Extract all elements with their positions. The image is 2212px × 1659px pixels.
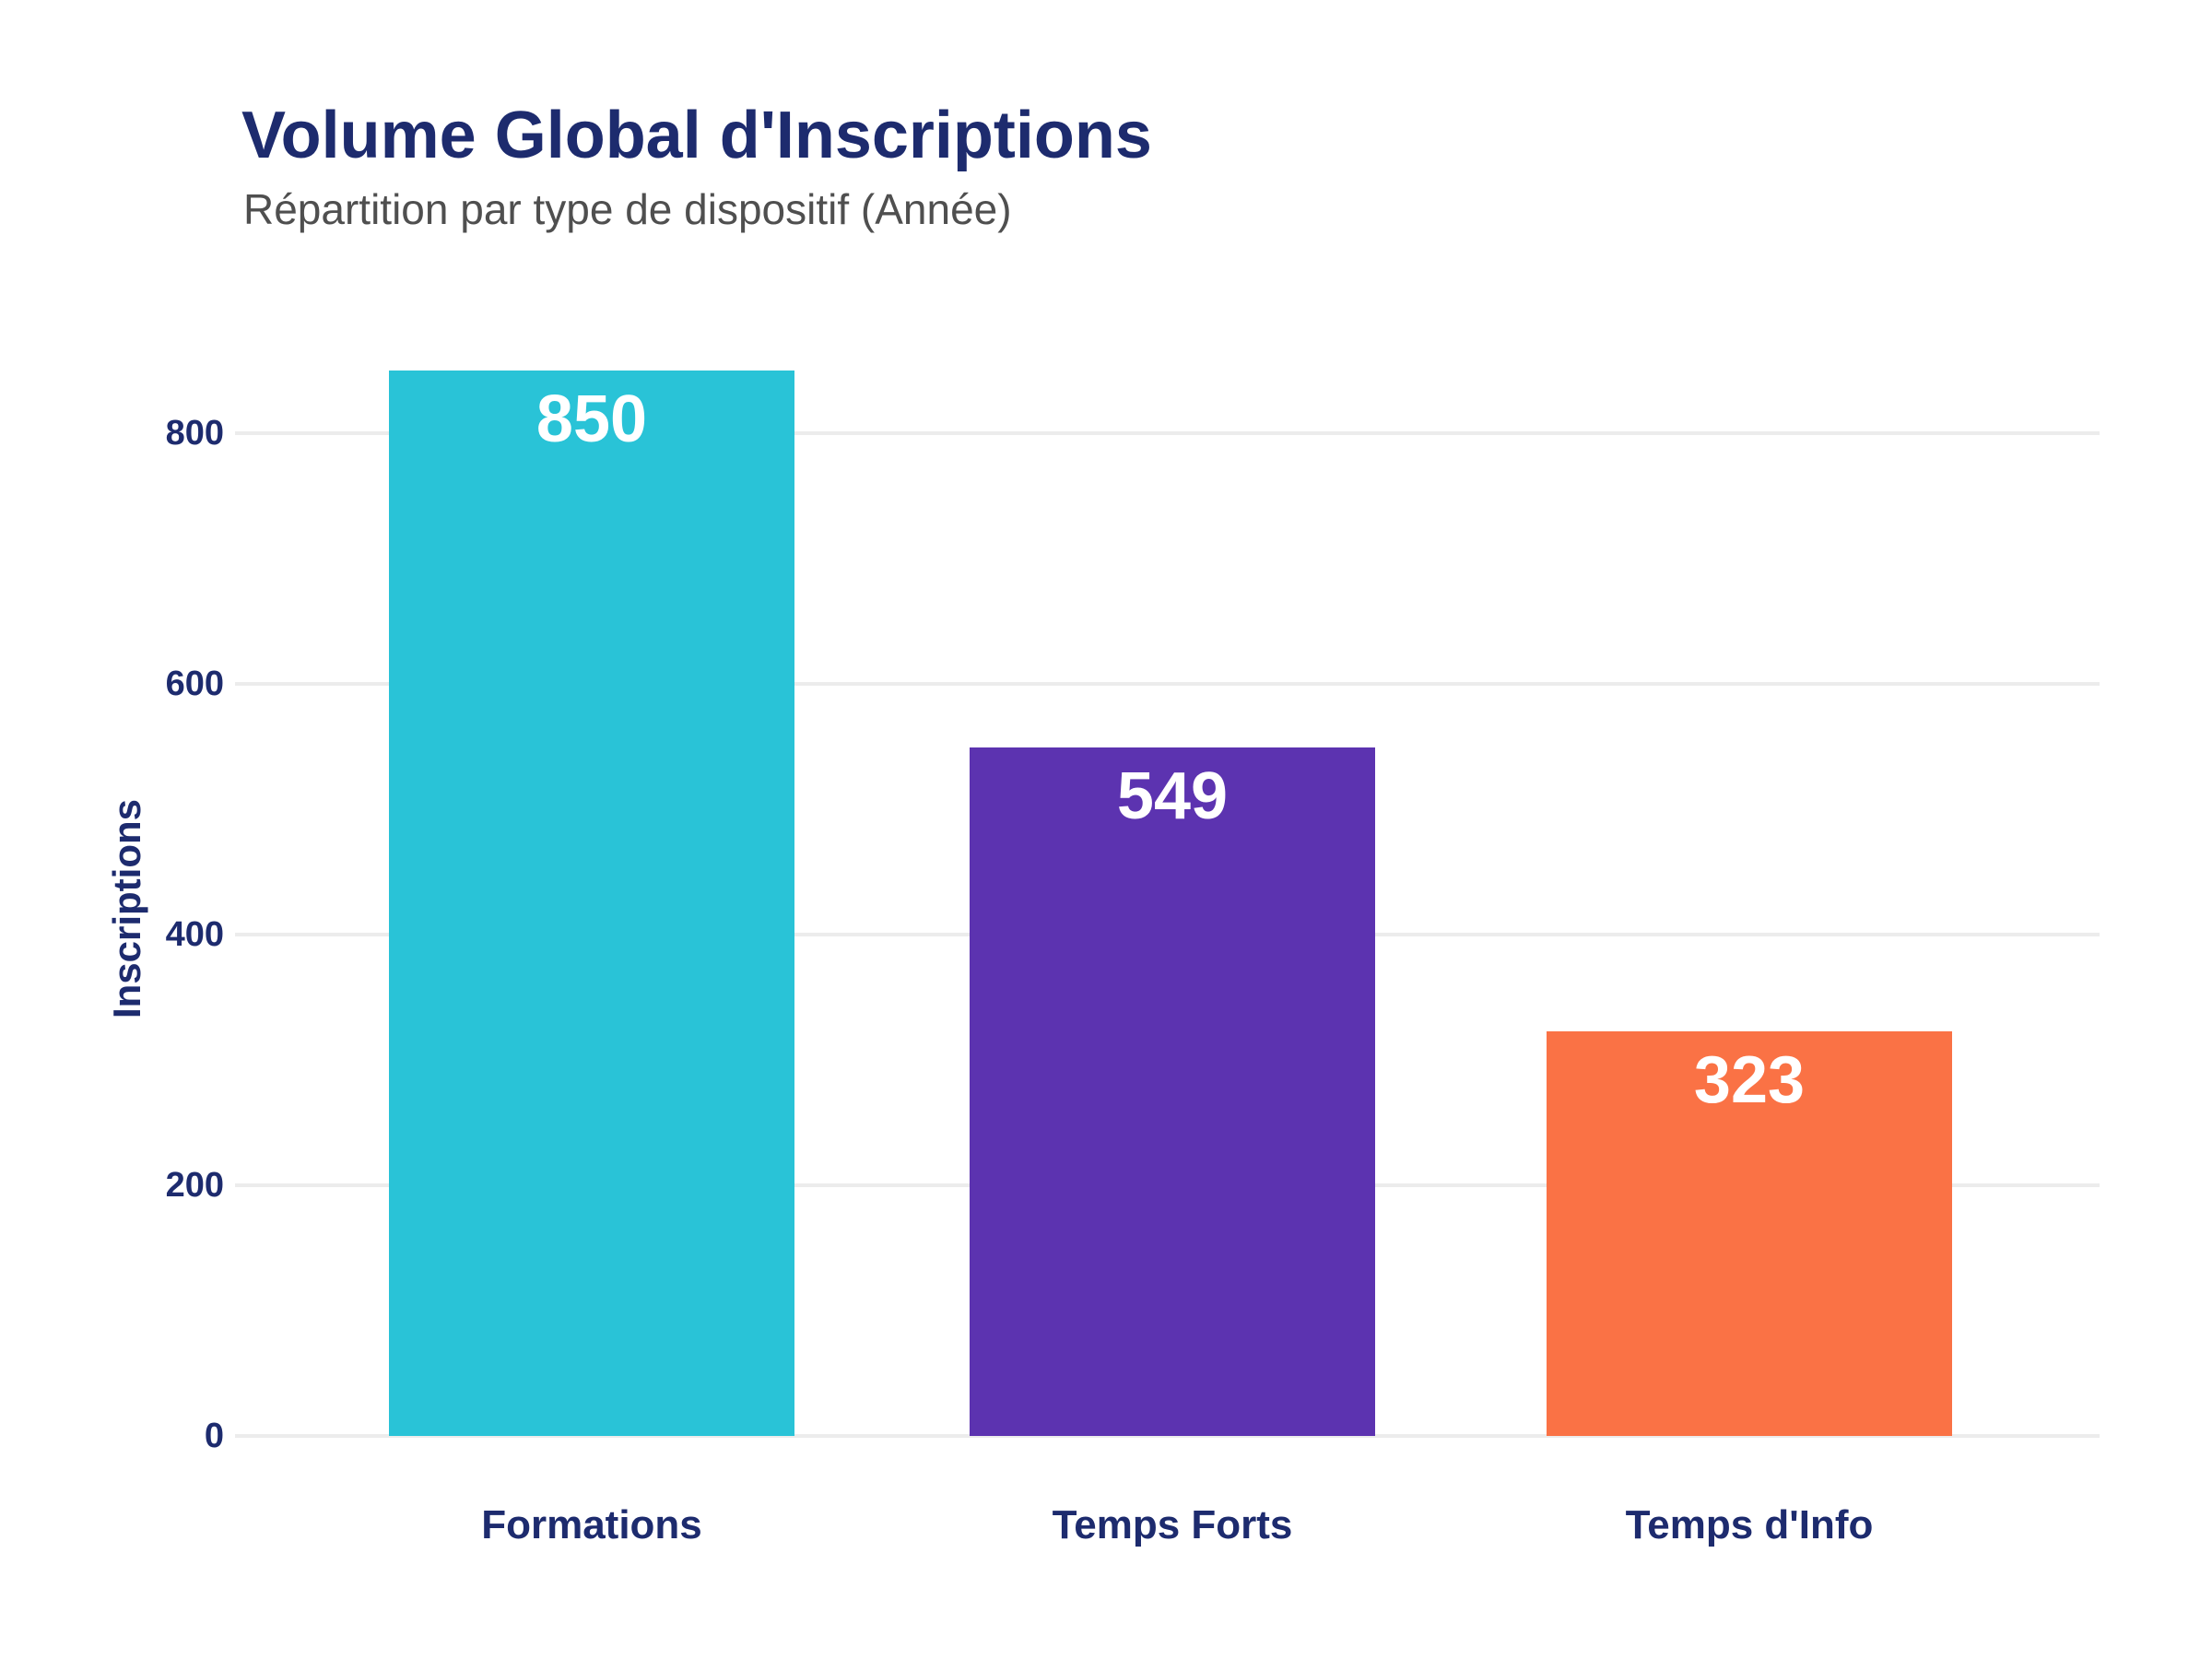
y-tick-label: 800 — [165, 414, 224, 453]
y-tick-label: 400 — [165, 915, 224, 954]
bar-value-label: 323 — [1693, 1043, 1806, 1117]
bar-value-label: 850 — [535, 382, 648, 456]
y-tick-label: 600 — [165, 665, 224, 703]
chart-title: Volume Global d'Inscriptions — [241, 99, 1152, 172]
x-category-label: Temps d'Info — [1625, 1502, 1874, 1547]
bar-0: 850 — [389, 371, 794, 1436]
y-tick-label: 0 — [204, 1417, 224, 1455]
gridline-y-800 — [235, 431, 2100, 435]
bar-1: 549 — [970, 747, 1375, 1436]
x-category-label: Temps Forts — [1052, 1502, 1293, 1547]
gridline-y-0 — [235, 1434, 2100, 1438]
gridline-y-600 — [235, 682, 2100, 686]
x-category-label: Formations — [481, 1502, 702, 1547]
chart-subtitle: Répartition par type de dispositif (Anné… — [243, 185, 1012, 233]
bar-2: 323 — [1547, 1031, 1952, 1436]
y-tick-label: 200 — [165, 1166, 224, 1205]
bar-value-label: 549 — [1116, 759, 1229, 833]
